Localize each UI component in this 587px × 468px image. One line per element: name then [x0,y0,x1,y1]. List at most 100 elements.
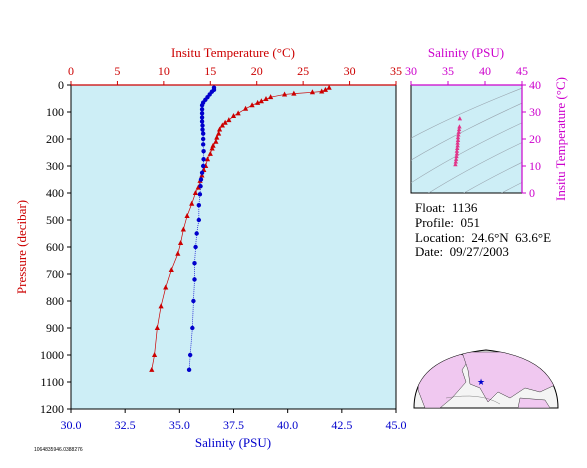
y-tick-label: 800 [46,294,64,308]
temperature-point [309,89,316,95]
inset-point [456,132,461,137]
salinity-point [200,163,206,169]
temperature-point [175,250,181,256]
salinity-point [200,123,205,128]
inset-point [453,162,458,167]
main-plot-area [70,84,397,410]
inset-point [454,153,459,159]
inset-x-tick-label: 30 [405,64,417,78]
temperature-point [189,200,195,206]
salinity-point [201,148,206,154]
bottom-tick-label: 30.0 [61,418,82,432]
bottom-tick-label: 35.0 [169,418,190,432]
temperature-point [268,94,274,100]
y-tick-label: 1000 [40,348,64,362]
temperature-point [213,138,219,144]
salinity-point [192,277,197,282]
inset-point [453,156,459,161]
temperature-point [207,150,213,156]
inset-plot-area [410,84,523,194]
inset-point [455,140,460,145]
inset-point [455,135,461,140]
temperature-point [177,239,184,245]
salinity-point [199,107,205,112]
y-tick-label: 500 [46,213,64,227]
y-tick-label: 700 [46,267,64,281]
temperature-point [204,156,211,162]
salinity-point [199,103,205,108]
temperature-point [219,122,225,128]
top-tick-label: 10 [158,64,170,78]
temperature-point [158,303,164,309]
bottom-axis-label: Salinity (PSU) [195,435,271,450]
y-tick-label: 0 [58,78,64,92]
main-series [149,84,332,373]
main-plot: 0 5 10 15 20 25 30 35 30.0 32.5 35.0 37.5 40.0 42.5 45… [14,45,407,450]
salinity-point [199,115,205,120]
temperature-point [242,105,249,111]
salinity-point [196,217,202,223]
top-tick-label: 15 [204,64,216,78]
bottom-tick-label: 40.0 [277,418,298,432]
salinity-point [186,367,192,373]
temperature-point [216,126,223,132]
inset-point [455,145,460,151]
main-axis-ticks: 0 5 10 15 20 25 30 35 30.0 32.5 35.0 37.5 40.0 42.5 45… [40,64,407,432]
inset-point [454,151,460,156]
inset-y-tick-label: 30 [529,105,541,119]
salinity-point [190,325,195,331]
y-tick-label: 600 [46,240,64,254]
y-tick-label: 900 [46,321,64,335]
top-tick-label: 20 [251,64,263,78]
salinity-point [199,170,205,175]
y-axis-label: Pressure (decibar) [14,200,29,294]
top-tick-label: 25 [297,64,309,78]
y-tick-label: 1200 [40,402,64,416]
temperature-point [291,90,297,96]
salinity-point [200,127,205,132]
inset-y-tick-label: 10 [529,159,541,173]
salinity-point [187,352,193,358]
temperature-point [209,145,215,151]
inset-y-tick-label: 20 [529,132,541,146]
bottom-tick-label: 37.5 [223,418,244,432]
float-location-marker-icon: ★ [477,377,485,387]
y-tick-label: 200 [46,132,64,146]
y-tick-label: 300 [46,159,64,173]
temperature-point [258,98,264,104]
temperature-point [192,190,199,195]
salinity-point [192,261,197,266]
temperature-point [168,266,174,272]
inset-y-tick-label: 40 [529,78,541,92]
temperature-point [281,91,288,97]
temperature-point [199,172,205,178]
temperature-point [214,134,220,140]
inset-point [455,137,461,142]
top-tick-label: 35 [390,64,402,78]
salinity-point [193,244,198,250]
inset-points [453,116,463,167]
inset-y-label: Insitu Temperature (°C) [553,77,568,201]
temperature-point [195,184,201,190]
inset-y-tick-label: 0 [529,186,535,200]
inset-point [457,116,463,121]
inset-point [454,148,460,153]
temperature-point [322,86,329,92]
temperature-point [326,84,332,90]
temperature-point [151,352,158,357]
salinity-point [199,111,205,116]
temperature-point [180,226,186,232]
inset-point [455,143,460,148]
salinity-point [191,298,196,304]
temperature-point [319,88,325,94]
inset-point [456,126,462,132]
temperature-point [230,113,237,119]
salinity-point [200,136,206,142]
top-tick-label: 5 [114,64,120,78]
inset-x-tick-label: 45 [516,64,528,78]
inset-point [456,129,461,134]
location-map: ★ [413,349,559,409]
salinity-point [198,184,203,189]
